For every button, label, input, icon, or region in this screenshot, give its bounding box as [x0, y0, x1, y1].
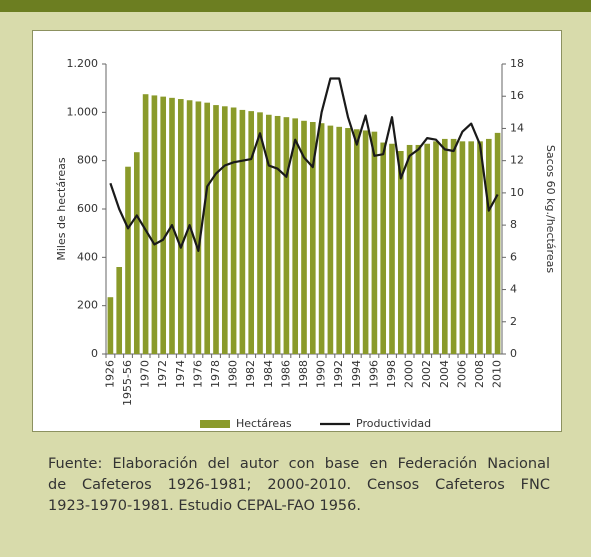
bar: [204, 102, 211, 355]
caption-line: 1923-1970-1981. Estudio CEPAL-FAO 1956.: [48, 498, 361, 514]
x-tick-label: 2008: [473, 360, 486, 388]
bar: [485, 138, 492, 354]
bar: [362, 130, 369, 354]
y-axis-title: Miles de hectáreas: [55, 157, 68, 260]
caption-line: Fuente: Elaboración del autor con base e…: [48, 456, 550, 472]
x-tick-label: 2006: [455, 360, 468, 388]
bar: [142, 94, 149, 354]
bar: [309, 122, 316, 354]
legend-label: Hectáreas: [236, 417, 292, 430]
bar: [318, 123, 325, 354]
bar: [177, 99, 184, 355]
y2-tick-label: 16: [510, 89, 524, 102]
x-tick-label: 1992: [332, 360, 345, 388]
y2-tick-label: 0: [510, 347, 517, 360]
bar: [450, 138, 457, 354]
y2-tick-label: 12: [510, 154, 524, 167]
x-tick-label: 1986: [279, 360, 292, 388]
bar: [353, 129, 360, 354]
bar: [345, 128, 351, 354]
caption: Fuente: Elaboración del autor con base e…: [48, 454, 550, 517]
bar: [406, 144, 413, 354]
x-tick-label: 1955-56: [121, 360, 134, 406]
bar: [248, 111, 255, 354]
legend-label: Productividad: [356, 417, 431, 430]
bar: [292, 118, 299, 354]
bar: [415, 144, 422, 354]
x-tick-label: 1990: [315, 360, 328, 388]
bar: [221, 106, 228, 355]
bar: [327, 125, 334, 354]
bar: [494, 132, 501, 354]
line: [109, 77, 499, 252]
bar: [239, 109, 246, 355]
bar: [371, 131, 378, 354]
bar: [195, 101, 202, 354]
x-tick-label: 1984: [262, 360, 275, 388]
bar: [459, 141, 466, 354]
x-tick-label: 1988: [297, 360, 310, 388]
bar: [125, 166, 131, 354]
y2-tick-label: 10: [510, 186, 524, 199]
y2-tick-label: 6: [510, 250, 517, 263]
y2-tick-label: 8: [510, 218, 517, 231]
bar: [151, 95, 158, 355]
x-tick-label: 2004: [438, 360, 451, 388]
x-tick-label: 1980: [227, 360, 240, 388]
bar: [133, 152, 140, 354]
bar: [477, 141, 483, 354]
x-tick-label: 1996: [367, 360, 380, 388]
y-tick-label: 400: [77, 250, 98, 263]
x-tick-label: 1994: [350, 360, 363, 388]
x-tick-label: 2010: [491, 360, 504, 388]
bar: [389, 143, 395, 354]
bar: [433, 141, 439, 354]
x-tick-label: 1976: [191, 360, 204, 388]
y-tick-label: 1.200: [67, 57, 99, 70]
bar: [107, 297, 114, 354]
x-tick-label: 1970: [139, 360, 152, 388]
x-tick-label: 1982: [244, 360, 257, 388]
bar: [160, 96, 167, 354]
bar: [301, 120, 307, 355]
y2-axis-title: Sacos 60 kg./hectáreas: [544, 145, 557, 273]
bar: [397, 151, 404, 354]
bar: [116, 267, 123, 354]
x-tick-label: 2002: [420, 360, 433, 388]
bar: [380, 142, 387, 354]
bar: [213, 105, 219, 354]
y2-tick-label: 4: [510, 283, 517, 296]
bar: [468, 141, 475, 354]
bar: [441, 138, 448, 354]
y-tick-label: 200: [77, 299, 98, 312]
x-tick-label: 1972: [156, 360, 169, 388]
legend-swatch: [200, 420, 230, 428]
bar: [424, 143, 431, 354]
x-tick-label: 1998: [385, 360, 398, 388]
y2-tick-label: 2: [510, 315, 517, 328]
bar: [257, 112, 263, 354]
y-tick-label: 800: [77, 154, 98, 167]
bar: [230, 107, 237, 354]
x-tick-label: 2000: [403, 360, 416, 388]
y-tick-label: 0: [91, 347, 98, 360]
x-tick-label: 1978: [209, 360, 222, 388]
caption-line: de Cafeteros 1926-1981; 2000-2010. Censo…: [48, 477, 550, 493]
top-bar: [0, 0, 591, 12]
bar: [336, 126, 343, 354]
bar: [283, 117, 290, 355]
y-tick-label: 1.000: [67, 105, 99, 118]
y2-tick-label: 18: [510, 57, 524, 70]
x-tick-label: 1926: [103, 360, 116, 388]
y2-tick-label: 14: [510, 121, 524, 134]
bar: [274, 115, 281, 354]
y-tick-label: 600: [77, 202, 98, 215]
bar: [265, 114, 272, 354]
x-tick-label: 1974: [174, 360, 187, 388]
